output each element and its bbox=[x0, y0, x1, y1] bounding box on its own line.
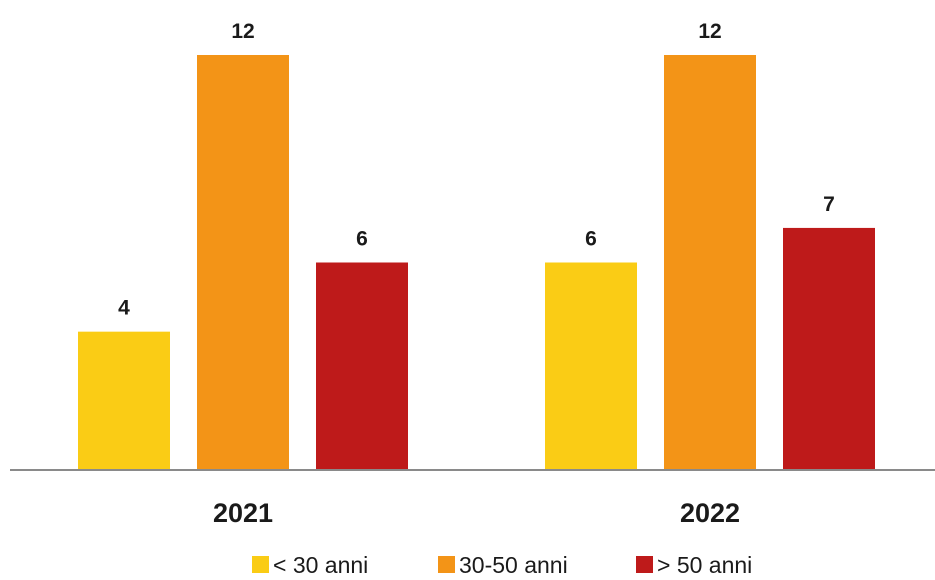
bar-2021-30-50-anni bbox=[197, 55, 289, 470]
legend-label-30-50-anni: 30-50 anni bbox=[459, 552, 568, 578]
legend-swatch-50-anni bbox=[636, 556, 653, 573]
data-label-2022-30-50-anni: 12 bbox=[698, 20, 721, 43]
legend-swatch-30-50-anni bbox=[438, 556, 455, 573]
data-label-2021-30-50-anni: 12 bbox=[231, 20, 254, 43]
category-label-2022: 2022 bbox=[680, 498, 740, 528]
bar-2022-30-anni bbox=[545, 262, 637, 470]
bar-2022-50-anni bbox=[783, 227, 875, 470]
bar-2021-50-anni bbox=[316, 262, 408, 470]
bars-layer bbox=[78, 55, 875, 470]
category-label-2021: 2021 bbox=[213, 498, 273, 528]
legend-swatch-30-anni bbox=[252, 556, 269, 573]
data-label-2022-30-anni: 6 bbox=[585, 228, 597, 251]
bar-2021-30-anni bbox=[78, 331, 170, 470]
data-label-2021-50-anni: 6 bbox=[356, 228, 368, 251]
value-labels-layer: 4 12 6 6 12 7 bbox=[118, 20, 835, 320]
legend-label-50-anni: > 50 anni bbox=[657, 552, 752, 578]
data-label-2022-50-anni: 7 bbox=[823, 193, 835, 216]
legend: < 30 anni 30-50 anni > 50 anni bbox=[252, 552, 752, 578]
bar-2022-30-50-anni bbox=[664, 55, 756, 470]
legend-label-30-anni: < 30 anni bbox=[273, 552, 368, 578]
category-labels-layer: 2021 2022 bbox=[213, 498, 740, 528]
data-label-2021-30-anni: 4 bbox=[118, 297, 130, 320]
